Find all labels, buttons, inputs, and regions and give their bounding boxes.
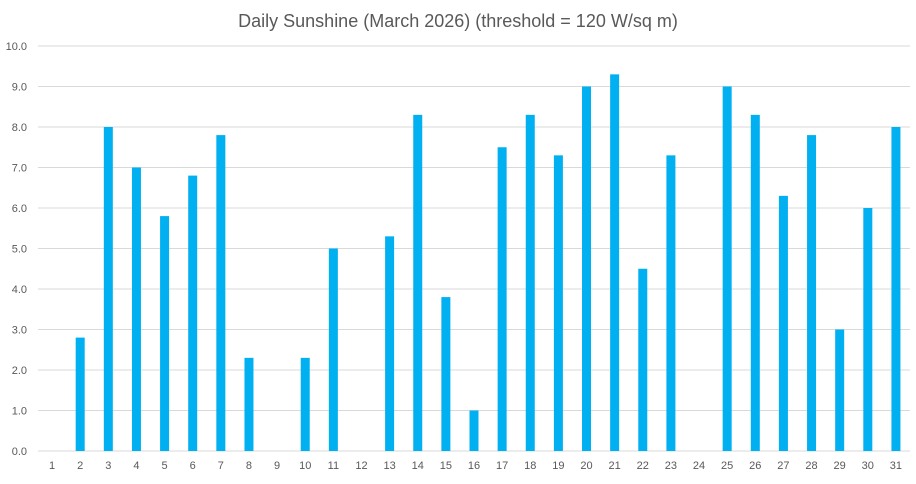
bar-day-28: [807, 135, 817, 451]
x-tick-label: 26: [749, 460, 761, 472]
x-tick-label: 14: [412, 460, 424, 472]
bar-day-15: [441, 297, 451, 451]
y-tick-label: 1.0: [12, 406, 27, 418]
y-tick-label: 6.0: [12, 203, 27, 215]
x-tick-label: 8: [246, 460, 252, 472]
bar-day-17: [497, 147, 507, 451]
x-tick-label: 3: [105, 460, 111, 472]
bar-day-23: [666, 155, 676, 451]
y-tick-label: 7.0: [12, 163, 27, 175]
bar-day-5: [160, 216, 170, 451]
bar-day-21: [610, 74, 620, 451]
x-tick-label: 13: [383, 460, 395, 472]
y-tick-label: 0.0: [12, 446, 27, 458]
x-tick-label: 16: [468, 460, 480, 472]
bars: [75, 74, 901, 451]
bar-day-11: [328, 248, 338, 451]
x-tick-label: 31: [890, 460, 902, 472]
x-tick-label: 22: [637, 460, 649, 472]
x-tick-label: 12: [355, 460, 367, 472]
y-tick-label: 3.0: [12, 325, 27, 337]
chart-title: Daily Sunshine (March 2026) (threshold =…: [238, 11, 678, 31]
bar-day-3: [103, 127, 113, 451]
gridlines: [38, 45, 910, 452]
bar-day-25: [722, 86, 732, 451]
bar-day-22: [638, 268, 648, 451]
x-tick-label: 1: [49, 460, 55, 472]
x-tick-label: 17: [496, 460, 508, 472]
x-tick-label: 28: [805, 460, 817, 472]
x-tick-label: 18: [524, 460, 536, 472]
bar-day-20: [582, 86, 592, 451]
y-tick-label: 10.0: [6, 41, 27, 53]
y-tick-label: 5.0: [12, 244, 27, 256]
x-tick-label: 4: [133, 460, 139, 472]
bar-day-16: [469, 410, 479, 451]
x-tick-label: 30: [862, 460, 874, 472]
y-tick-label: 8.0: [12, 122, 27, 134]
x-tick-label: 5: [162, 460, 168, 472]
x-tick-label: 25: [721, 460, 733, 472]
x-tick-label: 10: [299, 460, 311, 472]
x-tick-label: 24: [693, 460, 705, 472]
x-tick-label: 27: [777, 460, 789, 472]
bar-day-2: [75, 337, 85, 451]
bar-day-13: [385, 236, 395, 451]
y-tick-label: 4.0: [12, 284, 27, 296]
bar-day-29: [835, 329, 845, 451]
x-tick-label: 23: [665, 460, 677, 472]
bar-day-7: [216, 135, 226, 451]
x-tick-label: 6: [190, 460, 196, 472]
bar-day-14: [413, 114, 423, 451]
y-tick-label: 2.0: [12, 365, 27, 377]
bar-day-18: [525, 114, 535, 451]
bar-day-6: [188, 175, 198, 451]
bar-day-27: [778, 195, 788, 451]
x-tick-label: 29: [834, 460, 846, 472]
x-tick-label: 15: [440, 460, 452, 472]
bar-day-30: [863, 208, 873, 451]
bar-day-10: [300, 357, 310, 451]
x-tick-label: 11: [328, 460, 339, 472]
y-axis-ticks: 0.0 1.0 2.0 3.0 4.0 5.0 6.0 7.0 8.0 9.0 10.0: [6, 41, 27, 458]
y-tick-label: 9.0: [12, 82, 27, 94]
x-tick-label: 21: [609, 460, 621, 472]
x-tick-label: 20: [580, 460, 592, 472]
x-tick-label: 9: [274, 460, 280, 472]
x-tick-label: 19: [552, 460, 564, 472]
bar-day-19: [553, 155, 563, 451]
bar-day-26: [750, 114, 760, 451]
x-tick-label: 2: [77, 460, 83, 472]
x-axis-ticks: 1 2 3 4 5 6 7 8 9 10 11 12 13 14 15 16 17 18 19 20 21 22 23 24 2…: [49, 460, 902, 472]
x-tick-label: 7: [218, 460, 224, 472]
bar-day-31: [891, 127, 901, 451]
bar-day-8: [244, 357, 254, 451]
bar-day-4: [131, 167, 141, 451]
